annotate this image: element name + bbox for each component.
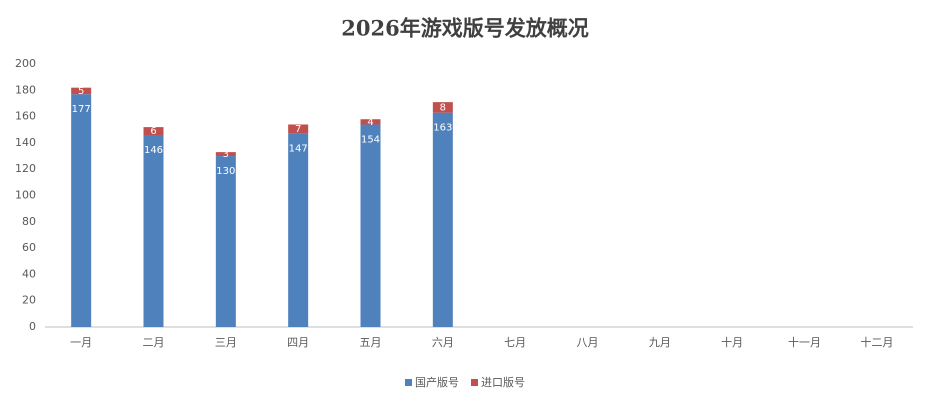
- value-label: 8: [440, 102, 446, 113]
- y-tick-label: 100: [15, 189, 36, 202]
- y-tick-label: 80: [22, 215, 36, 228]
- value-label: 130: [216, 166, 235, 177]
- y-tick-label: 180: [15, 83, 36, 96]
- value-label: 177: [72, 104, 91, 115]
- bar-segment: [143, 135, 164, 327]
- value-label: 5: [78, 86, 84, 97]
- value-label: 147: [289, 144, 308, 155]
- value-label: 3: [223, 149, 229, 160]
- chart-title: 2026年游戏版号发放概况: [341, 16, 588, 41]
- x-tick-label: 十月: [721, 335, 743, 349]
- bar-segment: [360, 124, 381, 328]
- bar-segment: [215, 152, 236, 157]
- legend-swatch: [405, 379, 412, 386]
- x-tick-label: 三月: [215, 336, 237, 349]
- y-tick-label: 200: [15, 57, 36, 70]
- x-tick-label: 十二月: [860, 335, 893, 349]
- y-tick-label: 60: [22, 241, 36, 254]
- bar-segment: [432, 102, 453, 113]
- value-label: 163: [433, 123, 452, 134]
- value-label: 7: [295, 124, 301, 135]
- y-tick-label: 160: [15, 110, 36, 123]
- value-label: 154: [361, 134, 380, 145]
- x-tick-label: 七月: [504, 336, 526, 349]
- y-tick-label: 20: [22, 294, 36, 307]
- legend-label: 进口版号: [481, 375, 525, 389]
- bar-segment: [71, 94, 92, 328]
- y-tick-label: 40: [22, 267, 36, 280]
- y-tick-label: 140: [15, 136, 36, 149]
- x-tick-label: 五月: [360, 336, 382, 349]
- x-tick-label: 九月: [649, 336, 671, 349]
- x-tick-label: 一月: [70, 336, 92, 349]
- x-tick-label: 六月: [432, 336, 454, 349]
- legend-label: 国产版号: [415, 375, 459, 389]
- x-tick-label: 十一月: [788, 335, 821, 349]
- value-label: 146: [144, 145, 163, 156]
- legend-swatch: [471, 379, 478, 386]
- y-tick-label: 120: [15, 162, 36, 175]
- bar-segment: [215, 156, 236, 327]
- bar-segment: [288, 133, 309, 327]
- bar-segment: [432, 112, 453, 327]
- value-label: 4: [367, 117, 373, 128]
- y-tick-label: 0: [29, 320, 36, 333]
- value-label: 6: [150, 126, 156, 137]
- bar-segment: [143, 127, 164, 136]
- bar-segment: [360, 119, 381, 125]
- x-tick-label: 二月: [143, 336, 165, 349]
- x-tick-label: 八月: [577, 336, 599, 349]
- bar-segment: [71, 87, 92, 95]
- bar-segment: [288, 124, 309, 134]
- x-tick-label: 四月: [287, 336, 309, 349]
